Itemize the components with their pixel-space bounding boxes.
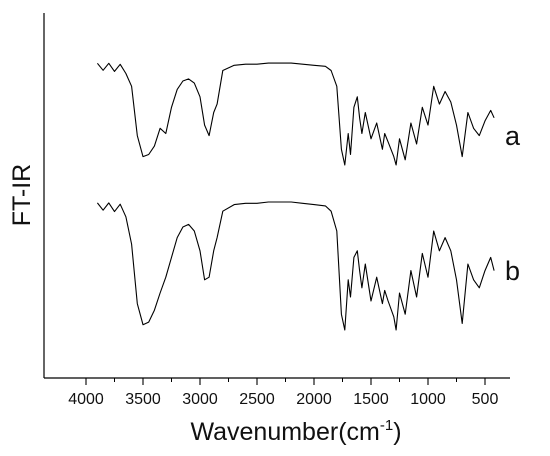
x-tick-label: 2500: [239, 391, 275, 408]
x-tick-label: 2000: [296, 391, 332, 408]
spectrum-b: [96, 201, 495, 331]
x-tick-label: 3000: [182, 391, 218, 408]
trace-label-a: a: [505, 121, 521, 151]
spectrum-a: [96, 62, 495, 166]
x-tick-label: 4000: [68, 391, 104, 408]
x-tick-label: 1500: [353, 391, 389, 408]
x-tick-label: 500: [472, 391, 499, 408]
axes: [43, 13, 510, 379]
x-ticks: 4000 3500 3000 2500 2000 1500 1000 500: [68, 378, 498, 408]
spectra: ab: [96, 62, 521, 331]
x-axis-label: Wavenumber(cm-1): [190, 417, 401, 446]
x-tick-label: 3500: [125, 391, 161, 408]
x-tick-label: 1000: [410, 391, 446, 408]
trace-label-b: b: [505, 256, 520, 286]
y-axis-label: FT-IR: [8, 164, 36, 227]
